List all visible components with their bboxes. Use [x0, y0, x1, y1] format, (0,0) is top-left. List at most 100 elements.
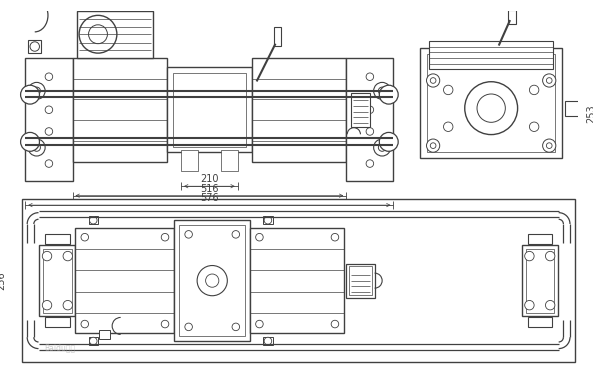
Circle shape — [28, 139, 45, 156]
Text: Baidu百科: Baidu百科 — [44, 344, 75, 352]
Bar — [528, 317, 552, 327]
Bar — [23, 200, 575, 362]
Circle shape — [444, 122, 453, 131]
Circle shape — [90, 217, 97, 224]
Bar — [173, 73, 246, 147]
Circle shape — [546, 251, 555, 261]
Bar — [221, 150, 238, 171]
Bar — [428, 54, 555, 152]
Bar — [88, 337, 98, 345]
Circle shape — [444, 85, 453, 95]
Circle shape — [33, 144, 40, 151]
Circle shape — [465, 82, 518, 135]
Bar — [45, 234, 70, 244]
Bar — [25, 58, 72, 180]
Text: 210: 210 — [200, 174, 219, 184]
Bar — [508, 10, 516, 24]
Circle shape — [63, 251, 72, 261]
Circle shape — [161, 320, 169, 328]
Bar — [179, 225, 246, 336]
Circle shape — [426, 139, 440, 152]
Circle shape — [45, 160, 53, 167]
Circle shape — [206, 274, 219, 287]
Bar — [40, 245, 75, 317]
Circle shape — [366, 73, 374, 81]
Circle shape — [81, 320, 88, 328]
Circle shape — [30, 42, 40, 51]
Circle shape — [374, 139, 391, 156]
Circle shape — [546, 301, 555, 310]
Circle shape — [378, 87, 386, 95]
Circle shape — [525, 301, 534, 310]
Bar — [28, 40, 42, 53]
Circle shape — [45, 106, 53, 114]
Circle shape — [45, 128, 53, 135]
Circle shape — [33, 87, 40, 95]
Circle shape — [426, 74, 440, 87]
Text: 516: 516 — [200, 184, 219, 194]
Circle shape — [380, 132, 398, 151]
Bar — [77, 11, 153, 58]
Circle shape — [530, 85, 539, 95]
Circle shape — [256, 233, 263, 241]
Bar — [43, 249, 72, 313]
Circle shape — [366, 160, 374, 167]
Bar — [72, 58, 167, 162]
Circle shape — [256, 320, 263, 328]
Bar — [75, 228, 174, 334]
Circle shape — [366, 128, 374, 135]
Circle shape — [366, 106, 374, 114]
Bar — [522, 245, 558, 317]
Circle shape — [431, 78, 436, 83]
Text: 253: 253 — [586, 104, 593, 123]
Bar — [252, 58, 346, 162]
Circle shape — [264, 337, 272, 345]
Text: 256: 256 — [0, 271, 7, 290]
Circle shape — [525, 251, 534, 261]
Circle shape — [81, 233, 88, 241]
Circle shape — [331, 320, 339, 328]
Bar — [346, 58, 394, 180]
Bar — [99, 330, 110, 339]
Circle shape — [88, 25, 107, 44]
Circle shape — [543, 74, 556, 87]
Bar — [88, 217, 98, 224]
Circle shape — [378, 144, 386, 151]
Bar — [525, 249, 554, 313]
Circle shape — [161, 233, 169, 241]
Bar — [346, 264, 375, 298]
Circle shape — [185, 323, 192, 331]
Text: 576: 576 — [200, 193, 219, 203]
Bar — [565, 101, 579, 116]
Bar — [263, 217, 273, 224]
Circle shape — [21, 85, 40, 104]
Circle shape — [264, 217, 272, 224]
Circle shape — [431, 143, 436, 149]
Bar — [349, 266, 372, 295]
Circle shape — [63, 301, 72, 310]
Circle shape — [28, 82, 45, 100]
Bar — [528, 234, 552, 244]
Circle shape — [232, 231, 240, 238]
Circle shape — [232, 323, 240, 331]
Bar — [250, 228, 345, 334]
Circle shape — [546, 143, 552, 149]
Circle shape — [185, 231, 192, 238]
Circle shape — [374, 82, 391, 100]
Bar — [351, 93, 370, 127]
Bar — [429, 41, 553, 69]
Circle shape — [530, 122, 539, 131]
Circle shape — [543, 139, 556, 152]
Bar — [174, 220, 250, 341]
Circle shape — [42, 301, 52, 310]
Circle shape — [477, 94, 505, 122]
Bar — [45, 317, 70, 327]
Bar — [181, 150, 198, 171]
Circle shape — [546, 78, 552, 83]
Circle shape — [21, 132, 40, 151]
Circle shape — [79, 15, 117, 53]
Circle shape — [42, 251, 52, 261]
Bar — [263, 337, 273, 345]
Circle shape — [331, 233, 339, 241]
Bar — [167, 67, 252, 152]
